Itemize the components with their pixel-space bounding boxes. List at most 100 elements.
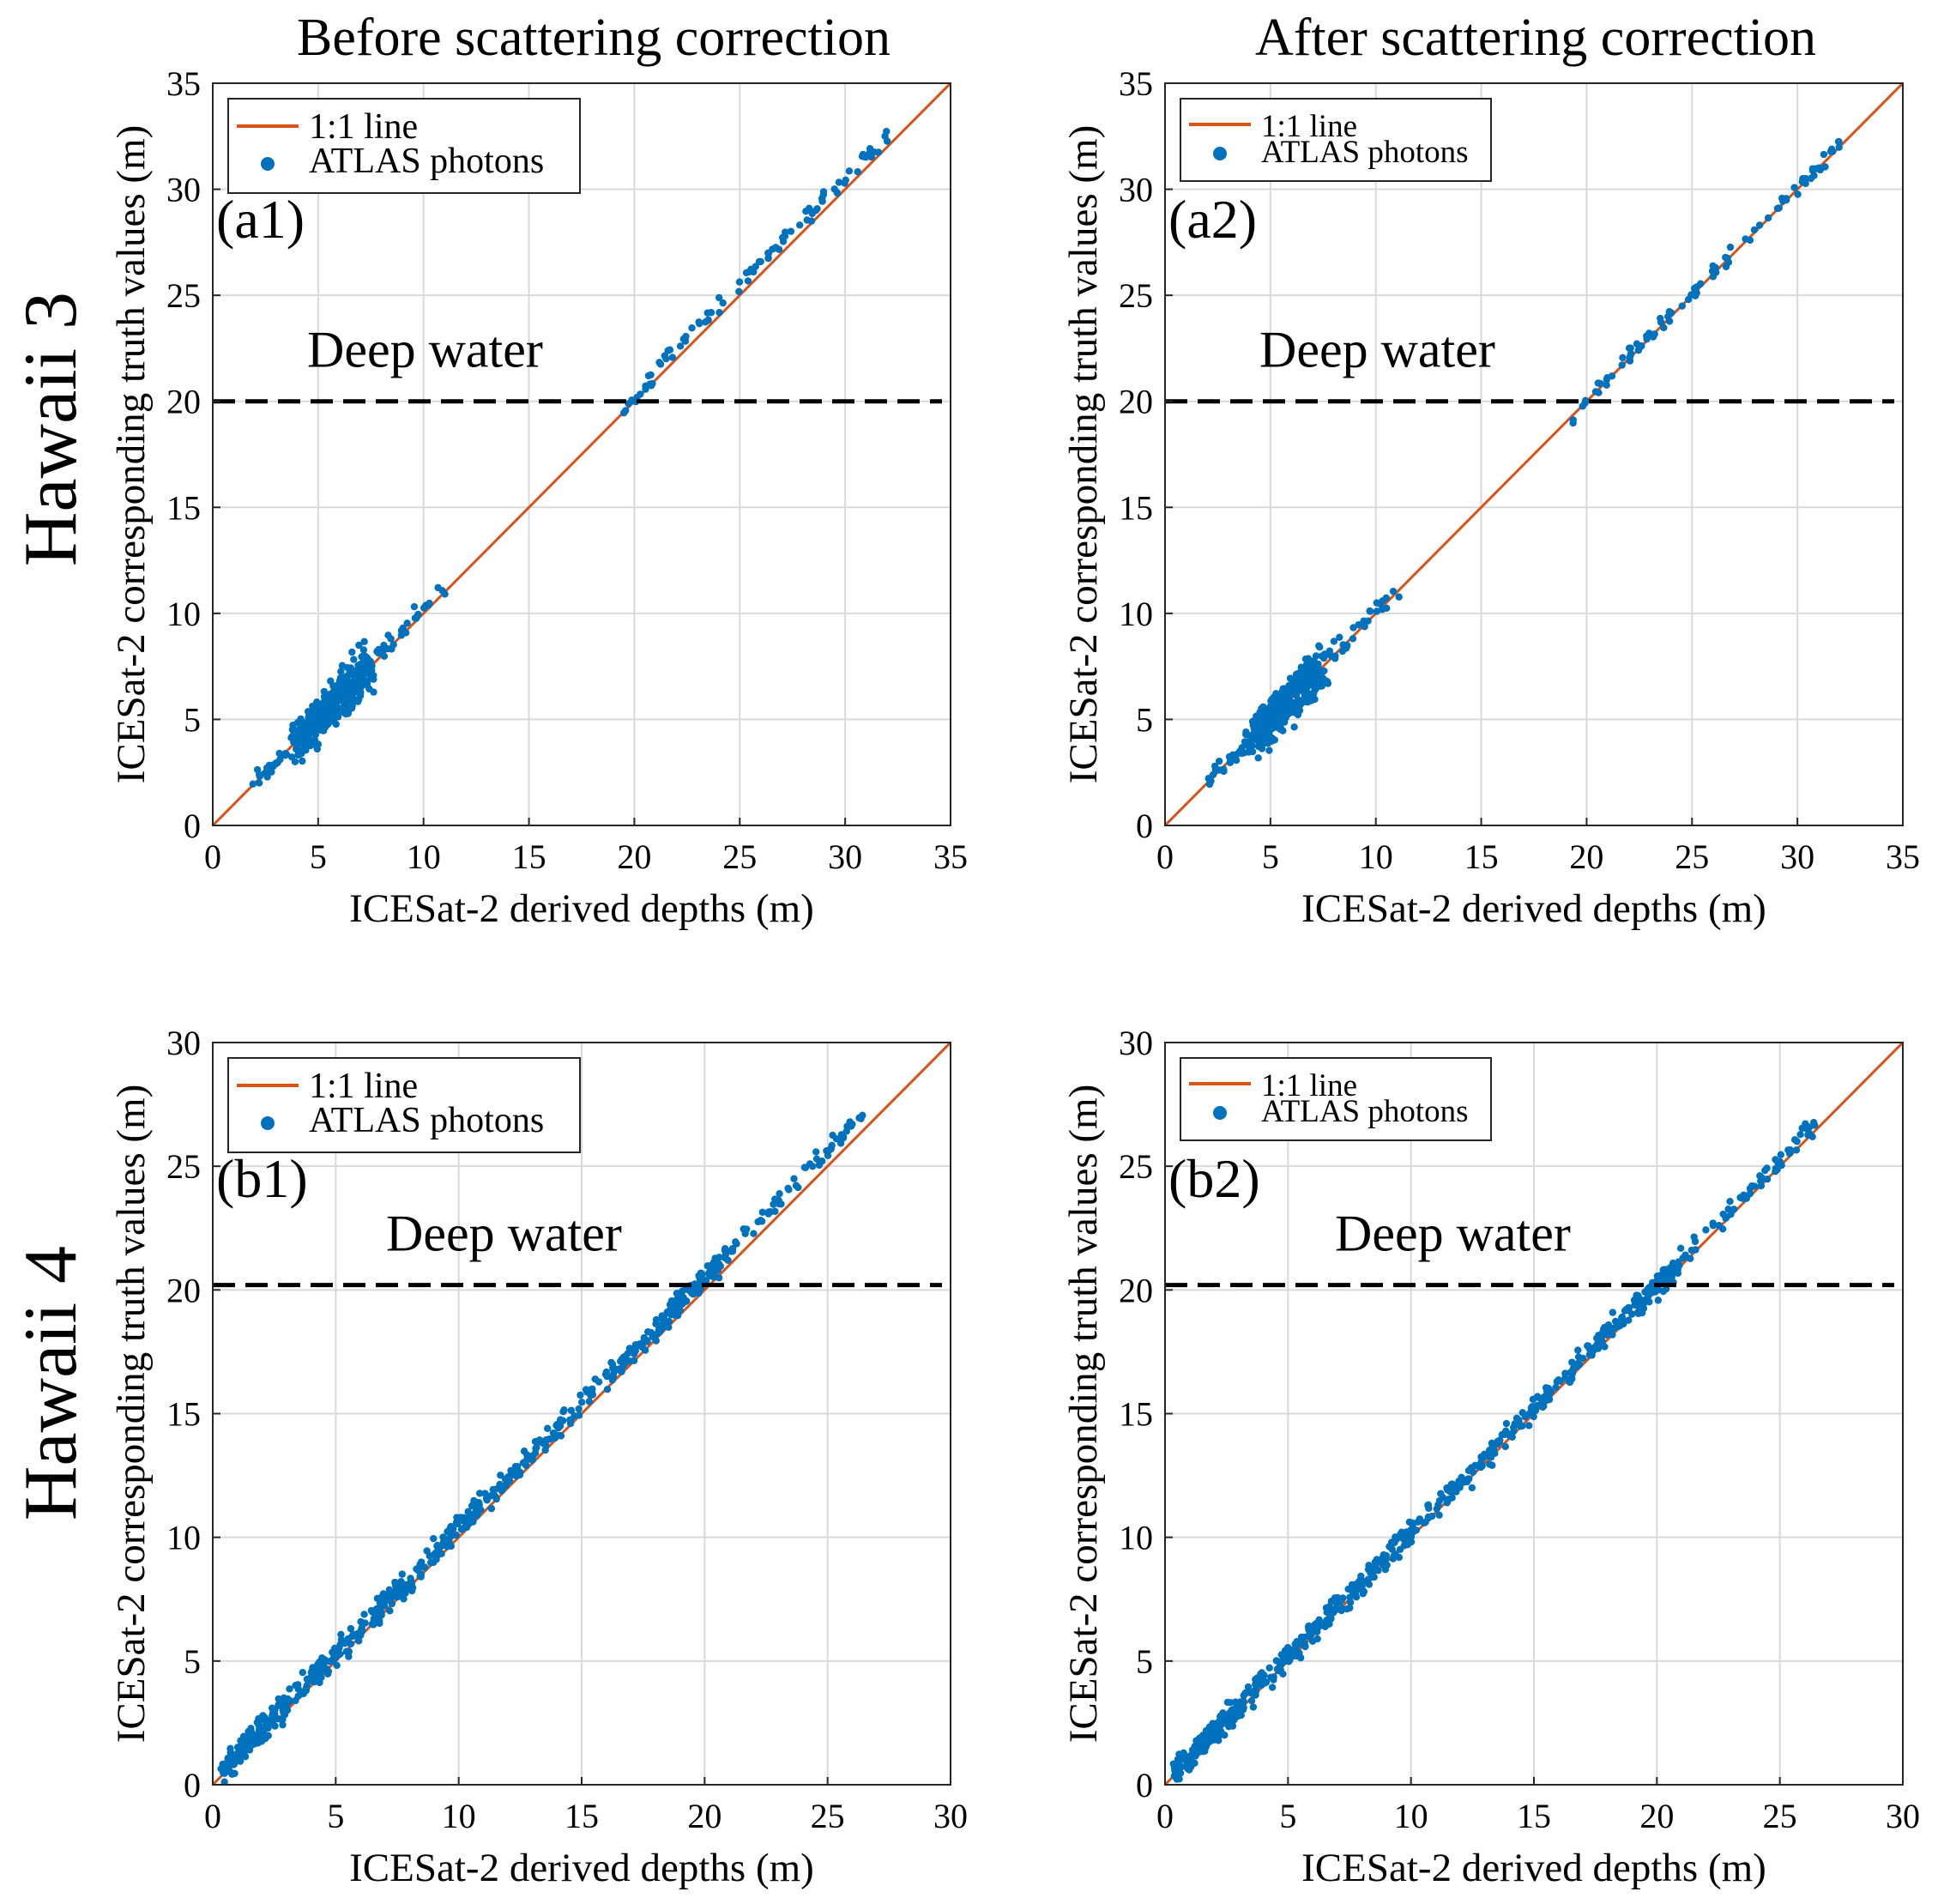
y-tick-label: 10 [1119, 595, 1153, 633]
atlas-photon-point [1372, 1561, 1380, 1569]
atlas-photon-point [1196, 1742, 1204, 1750]
atlas-photon-point [1279, 694, 1287, 702]
atlas-photon-point [1304, 655, 1313, 662]
atlas-photon-point [881, 132, 889, 140]
atlas-photon-point [1742, 235, 1749, 243]
atlas-photon-point [360, 638, 368, 645]
atlas-photon-point [1647, 1285, 1656, 1293]
atlas-photon-point [1709, 262, 1717, 270]
atlas-photon-point [549, 1429, 558, 1437]
atlas-photon-point [318, 1653, 326, 1662]
atlas-photon-point [347, 1624, 355, 1633]
atlas-photon-point [714, 1266, 722, 1274]
atlas-photon-point [1294, 1641, 1302, 1648]
atlas-photon-point [417, 1558, 426, 1566]
atlas-photon-point [1508, 1433, 1516, 1441]
atlas-photon-point [1434, 1501, 1442, 1508]
atlas-photon-point [1654, 1297, 1663, 1304]
atlas-photon-point [1267, 697, 1275, 705]
y-tick-label: 20 [166, 383, 201, 421]
deep-water-label: Deep water [1259, 322, 1495, 378]
atlas-photon-point [806, 1160, 814, 1168]
atlas-photon-point [688, 324, 696, 332]
atlas-photon-point [1802, 1120, 1809, 1127]
panel-tag: (b2) [1168, 1148, 1260, 1209]
y-tick-label: 0 [1136, 1766, 1153, 1804]
atlas-photon-point [1290, 723, 1298, 731]
atlas-photon-point [1448, 1494, 1456, 1502]
column-title-before: Before scattering correction [297, 9, 891, 67]
atlas-photon-point [229, 1758, 238, 1766]
atlas-photon-point [414, 1567, 422, 1575]
atlas-photon-point [1320, 675, 1328, 683]
atlas-photon-point [1726, 243, 1735, 251]
atlas-photon-point [395, 1586, 402, 1593]
atlas-photon-point [264, 1721, 272, 1730]
atlas-photon-point [1527, 1404, 1536, 1411]
atlas-photon-point [1292, 681, 1300, 690]
atlas-photon-point [715, 1254, 723, 1261]
atlas-photon-point [369, 1620, 377, 1629]
atlas-photon-point [311, 1669, 319, 1677]
y-tick-label: 15 [166, 488, 201, 527]
atlas-photon-point [771, 1207, 779, 1215]
atlas-photon-point [673, 1301, 681, 1309]
atlas-photon-point [679, 1294, 687, 1302]
atlas-photon-point [1666, 1264, 1675, 1272]
atlas-photon-point [687, 1289, 696, 1297]
atlas-photon-point [1235, 1712, 1242, 1720]
atlas-photon-point [854, 168, 861, 176]
atlas-photon-point [1311, 684, 1319, 692]
atlas-photon-point [1225, 1723, 1233, 1731]
deep-water-label: Deep water [307, 322, 543, 378]
atlas-photon-point [256, 771, 263, 779]
atlas-photon-point [1446, 1484, 1454, 1491]
atlas-photon-point [1485, 1447, 1494, 1454]
atlas-photon-point [1266, 703, 1274, 711]
atlas-photon-point [750, 1230, 758, 1237]
atlas-photon-point [244, 1745, 251, 1753]
atlas-photon-point [1250, 1687, 1259, 1695]
atlas-photon-point [497, 1472, 504, 1479]
atlas-photon-point [1676, 1244, 1685, 1253]
atlas-photon-point [1339, 1594, 1347, 1602]
y-tick-label: 35 [1119, 64, 1153, 103]
x-tick-label: 0 [204, 1797, 221, 1835]
atlas-photon-point [348, 702, 356, 710]
atlas-photon-point [787, 227, 795, 235]
atlas-photon-point [326, 690, 335, 698]
atlas-photon-point [1382, 594, 1390, 602]
atlas-photon-point [1597, 379, 1604, 388]
atlas-photon-point [830, 185, 838, 193]
atlas-photon-point [320, 687, 329, 696]
atlas-photon-point [1355, 621, 1362, 629]
atlas-photon-point [655, 359, 663, 366]
atlas-photon-point [728, 1244, 737, 1253]
atlas-photon-point [355, 641, 363, 650]
atlas-photon-point [1796, 1131, 1804, 1139]
atlas-photon-point [755, 257, 764, 266]
x-tick-label: 25 [1675, 837, 1709, 876]
atlas-photon-point [256, 779, 263, 787]
x-tick-label: 10 [1394, 1797, 1428, 1835]
atlas-photon-point [271, 1722, 279, 1730]
atlas-photon-point [269, 1714, 277, 1722]
atlas-photon-point [776, 1189, 783, 1198]
x-tick-label: 20 [617, 837, 651, 876]
atlas-photon-point [628, 396, 636, 404]
atlas-photon-point [1404, 1540, 1411, 1549]
atlas-photon-point [1265, 734, 1272, 742]
atlas-photon-point [475, 1501, 483, 1509]
atlas-photon-point [607, 1358, 615, 1367]
atlas-photon-point [1255, 740, 1264, 748]
atlas-photon-point [621, 407, 630, 414]
atlas-photon-point [277, 1715, 285, 1723]
atlas-photon-point [1763, 1176, 1772, 1183]
atlas-photon-point [1581, 396, 1590, 405]
x-tick-label: 30 [1886, 1797, 1920, 1835]
atlas-photon-point [1277, 1657, 1286, 1665]
atlas-photon-point [1746, 1184, 1754, 1193]
atlas-photon-point [413, 614, 420, 621]
